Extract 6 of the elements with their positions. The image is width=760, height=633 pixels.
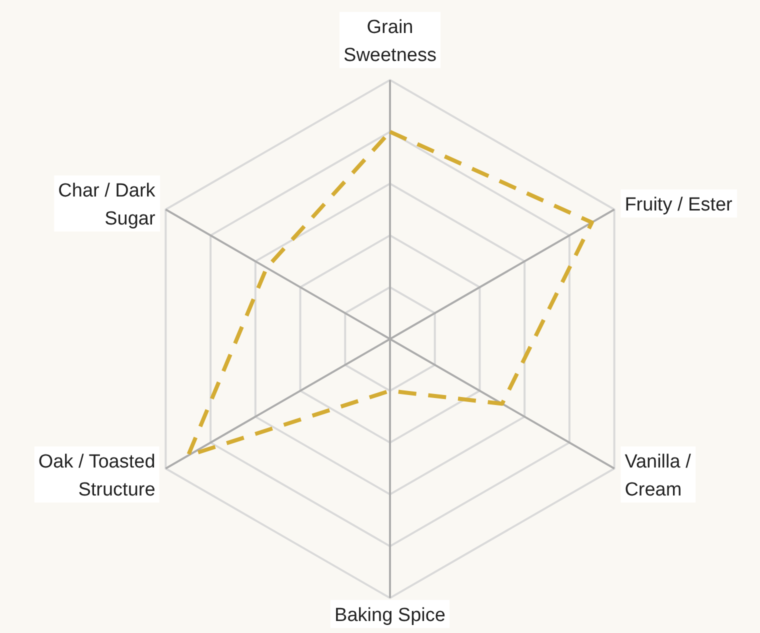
spoke-label: Oak / Toasted Structure: [38, 452, 156, 500]
spoke-label: Char / Dark Sugar: [58, 180, 156, 230]
spoke-label: Vanilla / Cream: [624, 452, 692, 500]
spoke-label: Grain Sweetness: [344, 17, 436, 66]
spoke-label: Baking Spice: [334, 605, 446, 626]
spoke-label: Fruity / Ester: [624, 194, 734, 216]
